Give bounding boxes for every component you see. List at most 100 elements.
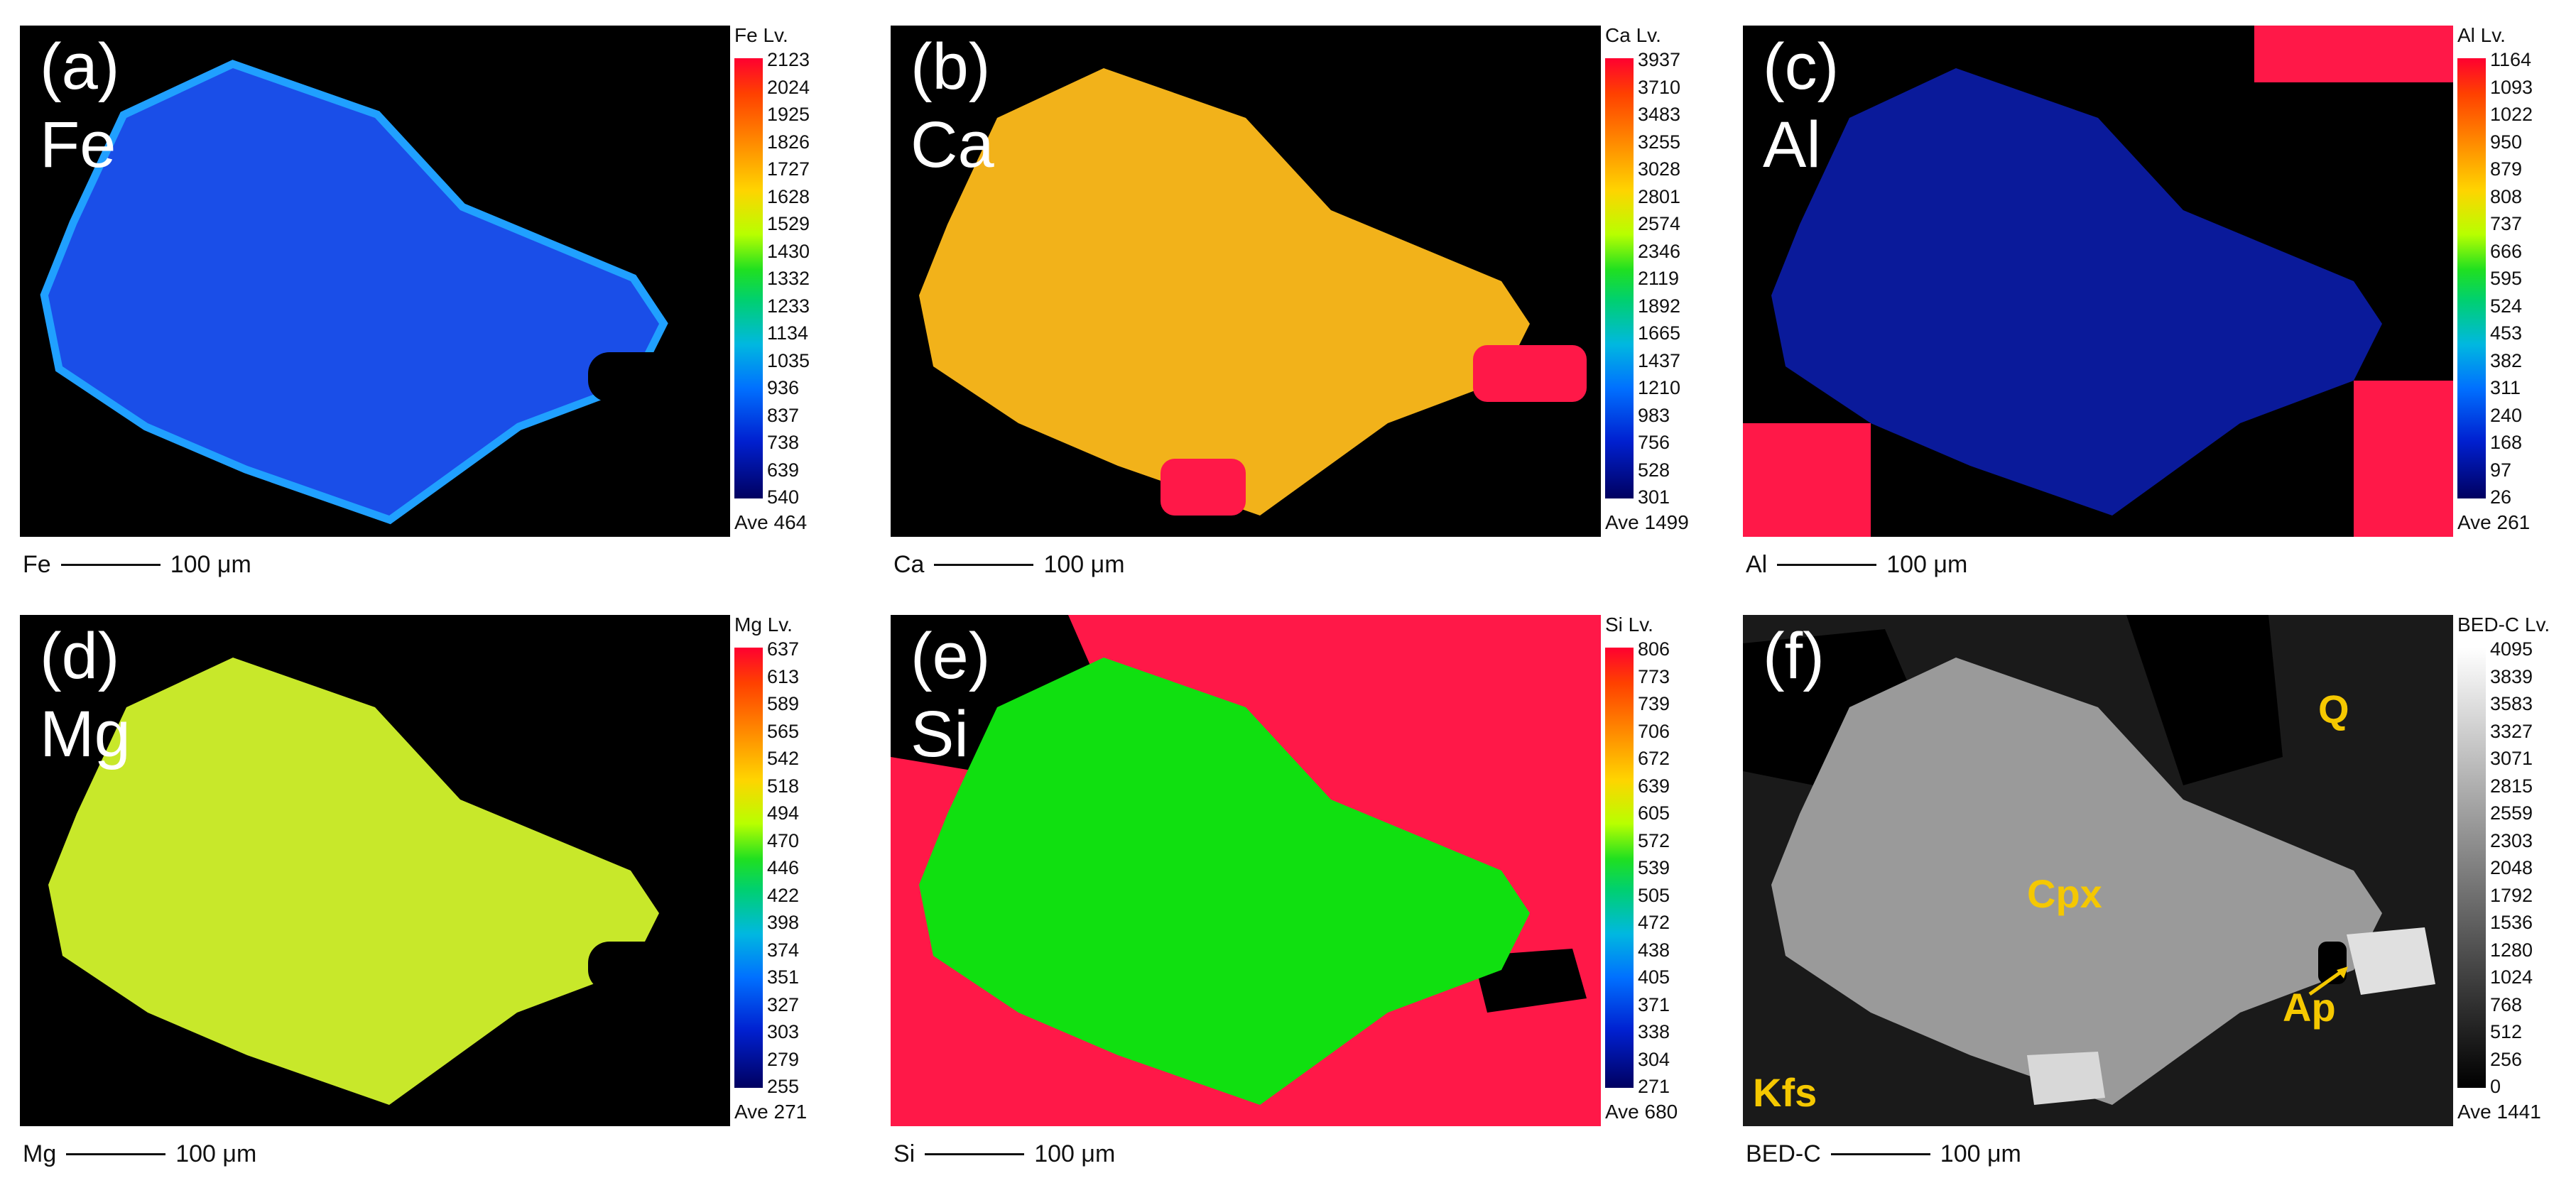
colorbar-title: Al Lv.	[2457, 24, 2506, 46]
scale-element: Mg	[23, 1140, 57, 1167]
colorbar-tick-label: 512	[2490, 1021, 2523, 1042]
colorbar-tick-label: 494	[767, 802, 800, 824]
panel-label: (d)	[40, 620, 120, 692]
colorbar-tick-label: 1332	[767, 268, 810, 289]
average-value: Ave 680	[1605, 1101, 1678, 1123]
colorbar-tick-label: 1925	[767, 104, 810, 125]
colorbar-tick-label: 524	[2490, 295, 2523, 317]
colorbar-tick-label: 2048	[2490, 857, 2533, 878]
colorbar-tick-label: 301	[1638, 486, 1670, 508]
colorbar	[734, 648, 763, 1088]
colorbar	[1605, 648, 1634, 1088]
map-image-fe: (a) Fe	[20, 26, 730, 537]
colorbar-tick-label: 303	[767, 1021, 800, 1042]
map-image-si: (e) Si	[891, 615, 1601, 1126]
colorbar-tick-label: 837	[767, 404, 800, 426]
colorbar-tick-label: 3071	[2490, 748, 2533, 769]
element-label: Al	[1763, 109, 1821, 181]
colorbar-tick-label: 1437	[1638, 349, 1681, 371]
colorbar-title: BED-C Lv.	[2457, 614, 2550, 636]
colorbar-tick-label: 422	[767, 884, 800, 906]
colorbar-tick-label: 2024	[767, 76, 810, 98]
mineral-label-cpx: Cpx	[2027, 871, 2102, 916]
average-value: Ave 261	[2457, 511, 2531, 533]
average-value: Ave 1499	[1605, 511, 1689, 533]
colorbar-tick-label: 470	[767, 829, 800, 851]
colorbar-tick-label: 572	[1638, 829, 1670, 851]
scale-length: 100 μm	[175, 1140, 257, 1167]
colorbar-ticks: 4095 3839 3583 3327 3071 2815 2559 2303 2048 1792…	[2490, 639, 2533, 1096]
colorbar-tick-label: 518	[767, 775, 800, 797]
panel-label: (c)	[1763, 31, 1839, 103]
scale-length: 100 μm	[1043, 551, 1125, 578]
colorbar-tick-label: 371	[1638, 993, 1670, 1015]
colorbar-tick-label: 595	[2490, 268, 2523, 289]
panel-label: (f)	[1763, 620, 1825, 692]
colorbar-tick-label: 453	[2490, 322, 2523, 344]
colorbar-title: Si Lv.	[1605, 614, 1653, 636]
colorbar-tick-label: 1035	[767, 349, 810, 371]
colorbar-tick-label: 1280	[2490, 939, 2533, 961]
colorbar-tick-label: 1233	[767, 295, 810, 317]
scale-bar: Ca 100 μm	[893, 551, 1125, 579]
element-label: Si	[911, 698, 969, 770]
colorbar-tick-label: 338	[1638, 1021, 1670, 1042]
colorbar-tick-label: 327	[767, 993, 800, 1015]
colorbar-tick-label: 1134	[767, 322, 809, 344]
scale-length: 100 μm	[170, 551, 251, 578]
colorbar	[734, 58, 763, 498]
colorbar-tick-label: 2123	[767, 49, 810, 70]
colorbar-tick-label: 97	[2490, 459, 2512, 481]
scale-line	[66, 1153, 166, 1155]
colorbar-tick-label: 3583	[2490, 693, 2533, 714]
colorbar-tick-label: 2119	[1638, 268, 1680, 289]
colorbar-tick-label: 279	[767, 1048, 800, 1070]
colorbar-tick-label: 3028	[1638, 158, 1681, 180]
scale-line	[925, 1153, 1025, 1155]
colorbar-tick-label: 1529	[767, 213, 810, 234]
colorbar-tick-label: 351	[767, 966, 800, 988]
colorbar-tick-label: 1024	[2490, 966, 2533, 988]
colorbar-tick-label: 2303	[2490, 829, 2533, 851]
panel-b: (b) Ca Ca Lv. 3937 3710 3483 3255 3028 2801 25…	[891, 24, 1729, 594]
colorbar-tick-label: 639	[767, 459, 800, 481]
mineral-label-q: Q	[2318, 687, 2349, 731]
colorbar-tick-label: 756	[1638, 432, 1670, 453]
colorbar-ticks: 3937 3710 3483 3255 3028 2801 2574 2346 2119 1892…	[1638, 50, 1680, 507]
scale-element: BED-C	[1746, 1140, 1821, 1167]
colorbar-title: Ca Lv.	[1605, 24, 1661, 46]
colorbar-tick-label: 240	[2490, 404, 2523, 426]
colorbar-tick-label: 2815	[2490, 775, 2533, 797]
colorbar-tick-label: 0	[2490, 1076, 2501, 1097]
colorbar-tick-label: 605	[1638, 802, 1670, 824]
colorbar-tick-label: 542	[767, 748, 800, 769]
scale-bar: Fe 100 μm	[23, 551, 251, 579]
colorbar-tick-label: 672	[1638, 748, 1670, 769]
colorbar-tick-label: 446	[767, 857, 800, 878]
colorbar-tick-label: 808	[2490, 185, 2523, 207]
colorbar-tick-label: 374	[767, 939, 800, 961]
panel-label: (a)	[40, 31, 120, 103]
map-image-ca: (b) Ca	[891, 26, 1601, 537]
colorbar-tick-label: 1536	[2490, 912, 2533, 933]
colorbar-tick-label: 1210	[1638, 377, 1681, 398]
colorbar-ticks: 1164 1093 1022 950 879 808 737 666 595 524 453 382 3…	[2490, 50, 2533, 507]
colorbar-tick-label: 639	[1638, 775, 1670, 797]
colorbar-tick-label: 2801	[1638, 185, 1681, 207]
scale-line	[1830, 1153, 1930, 1155]
map-image-mg: (d) Mg	[20, 615, 730, 1126]
element-label: Fe	[40, 109, 116, 181]
colorbar-tick-label: 589	[767, 693, 800, 714]
map-image-al: (c) Al	[1743, 26, 2453, 537]
panel-f: (f) Q Cpx Ap Kfs BED-C Lv. 4095 3839 3583 3…	[1743, 614, 2576, 1183]
scale-length: 100 μm	[1886, 551, 1968, 578]
colorbar-tick-label: 539	[1638, 857, 1670, 878]
colorbar-tick-label: 1727	[767, 158, 810, 180]
scale-bar: Mg 100 μm	[23, 1140, 256, 1168]
average-value: Ave 464	[734, 511, 808, 533]
colorbar-tick-label: 382	[2490, 349, 2523, 371]
colorbar-tick-label: 2346	[1638, 240, 1681, 262]
colorbar-tick-label: 1826	[767, 131, 810, 153]
scale-bar: Si 100 μm	[893, 1140, 1115, 1168]
colorbar-tick-label: 879	[2490, 158, 2523, 180]
